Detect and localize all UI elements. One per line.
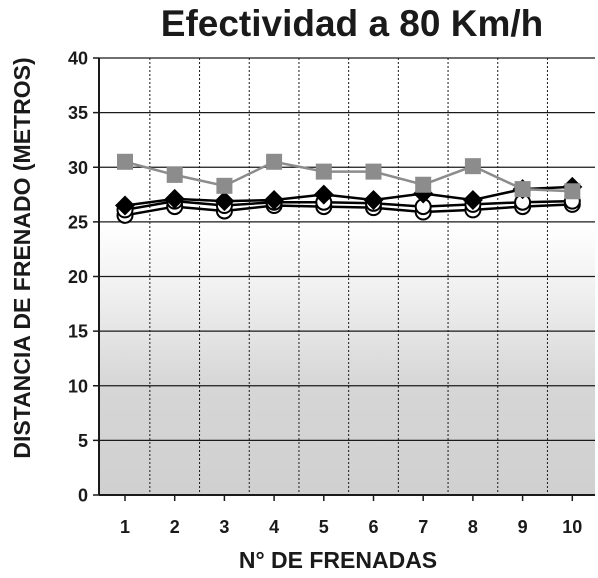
- x-tick-label: 9: [518, 517, 528, 537]
- x-tick-label: 3: [219, 517, 229, 537]
- x-tick-label: 6: [368, 517, 378, 537]
- y-tick-label: 25: [68, 212, 88, 232]
- y-tick-label: 40: [68, 49, 88, 69]
- y-axis-label: DISTANCIA DE FRENADO (METROS): [9, 57, 35, 458]
- x-tick-label: 4: [269, 517, 279, 537]
- diamond-marker: [214, 191, 235, 212]
- square-marker: [415, 176, 432, 193]
- axes: 0 5 10 15 20 25 30 35 40 1 2 3 4 5 6 7 8 9 10: [68, 49, 595, 537]
- square-marker: [266, 153, 283, 170]
- diamond-marker: [363, 190, 384, 211]
- y-tick-label: 15: [68, 322, 88, 342]
- series-line: [124, 160, 573, 193]
- diamond-marker: [462, 190, 483, 211]
- square-marker: [365, 163, 382, 180]
- square-marker: [564, 183, 581, 200]
- y-tick-label: 5: [78, 431, 88, 451]
- x-tick-label: 5: [319, 517, 329, 537]
- x-axis-label: N° DE FRENADAS: [239, 547, 437, 573]
- x-tick-label: 1: [120, 517, 130, 537]
- chart-title: Efectividad a 80 Km/h: [161, 3, 543, 44]
- x-tick-label: 10: [562, 517, 582, 537]
- diamond-marker: [164, 188, 185, 209]
- y-tick-label: 35: [68, 103, 88, 123]
- square-marker: [166, 166, 183, 183]
- series-group: [115, 153, 583, 224]
- x-tick-label: 7: [418, 517, 428, 537]
- grid: [99, 57, 595, 495]
- diamond-marker: [115, 195, 135, 216]
- square-marker: [216, 177, 233, 194]
- series-line: [124, 199, 573, 212]
- diamond-marker: [313, 184, 334, 205]
- x-tick-label: 8: [468, 517, 478, 537]
- y-tick-label: 0: [78, 486, 88, 506]
- square-marker: [464, 158, 481, 175]
- series-1: [117, 153, 581, 200]
- y-tick-label: 30: [68, 158, 88, 178]
- diamond-marker: [264, 190, 285, 211]
- square-marker: [315, 163, 332, 180]
- square-marker: [117, 153, 133, 170]
- y-tick-label: 10: [68, 376, 88, 396]
- square-marker: [514, 181, 531, 198]
- series-line: [124, 203, 573, 217]
- y-tick-label: 20: [68, 267, 88, 287]
- x-tick-label: 2: [170, 517, 180, 537]
- series-line: [124, 185, 573, 207]
